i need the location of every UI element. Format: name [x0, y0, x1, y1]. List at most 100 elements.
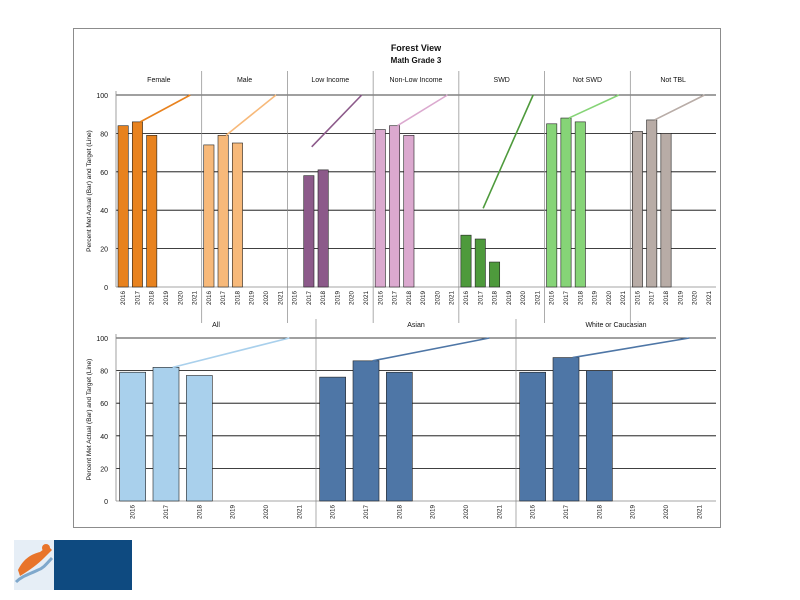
bar: [560, 117, 572, 288]
year-tick-label: 2016: [549, 291, 556, 306]
year-tick-label: 2018: [577, 291, 584, 306]
year-tick-label: 2020: [463, 505, 470, 520]
year-tick-label: 2018: [492, 291, 499, 306]
bar: [546, 123, 558, 288]
year-tick-label: 2017: [363, 505, 370, 520]
target-line: [172, 337, 290, 369]
y-tick-label: 20: [100, 247, 108, 254]
chart-frame: 0 20 40 60 80 100 Percent Met Actual (Bar) and…: [73, 28, 721, 528]
year-tick-label: 2020: [263, 291, 270, 306]
target-line: [139, 94, 191, 123]
year-tick-label: 2020: [349, 291, 356, 306]
year-tick-label: 2021: [449, 291, 456, 306]
year-tick-label: 2021: [706, 291, 713, 306]
year-tick-label: 2019: [163, 291, 170, 306]
year-tick-label: 2016: [330, 505, 337, 520]
target-line: [311, 94, 363, 148]
year-tick-label: 2017: [134, 291, 141, 306]
year-tick-label: 2019: [430, 505, 437, 520]
y-tick-label: 40: [100, 434, 108, 441]
bar: [586, 370, 613, 502]
bar: [519, 371, 546, 502]
year-tick-label: 2021: [296, 505, 303, 520]
year-tick-label: 2016: [292, 291, 299, 306]
year-tick-label: 2018: [406, 291, 413, 306]
year-tick-label: 2017: [649, 291, 656, 306]
y-tick-label: 80: [100, 131, 108, 138]
bar: [186, 375, 213, 502]
year-tick-label: 2017: [163, 505, 170, 520]
year-tick-label: 2016: [130, 505, 137, 520]
year-tick-label: 2016: [634, 291, 641, 306]
year-tick-label: 2019: [420, 291, 427, 306]
year-tick-label: 2018: [320, 291, 327, 306]
y-tick-label: 60: [100, 170, 108, 177]
year-tick-label: 2017: [477, 291, 484, 306]
district-logo-icon: [14, 540, 132, 590]
panel-label: Not SWD: [573, 77, 602, 84]
bar: [119, 371, 146, 502]
bar: [352, 360, 380, 502]
bar: [374, 129, 386, 288]
target-line: [482, 94, 534, 209]
y-tick-label: 80: [100, 369, 108, 376]
bar: [574, 121, 586, 288]
y-tick-label: 20: [100, 466, 108, 473]
year-tick-label: 2016: [206, 291, 213, 306]
year-tick-label: 2018: [196, 505, 203, 520]
year-tick-label: 2020: [606, 291, 613, 306]
y-tick-label: 0: [104, 499, 108, 506]
year-tick-label: 2019: [592, 291, 599, 306]
panel-label: Non-Low Income: [390, 77, 443, 84]
year-tick-label: 2019: [630, 505, 637, 520]
year-tick-label: 2020: [434, 291, 441, 306]
year-tick-label: 2018: [596, 505, 603, 520]
bar: [660, 133, 672, 288]
bar: [131, 121, 143, 288]
bar: [386, 371, 413, 502]
year-tick-label: 2020: [263, 505, 270, 520]
panel-label: Asian: [407, 322, 425, 329]
target-line: [372, 337, 490, 362]
year-tick-label: 2020: [692, 291, 699, 306]
panel-label: Male: [237, 77, 252, 84]
year-tick-label: 2021: [192, 291, 199, 306]
bar: [217, 135, 229, 288]
year-tick-label: 2019: [249, 291, 256, 306]
target-line: [572, 337, 690, 359]
y-tick-label: 100: [96, 336, 108, 343]
bar: [460, 234, 472, 288]
bar: [146, 135, 158, 288]
y-tick-label: 60: [100, 401, 108, 408]
year-tick-label: 2018: [234, 291, 241, 306]
year-tick-label: 2021: [277, 291, 284, 306]
chart-title: Forest View: [391, 43, 442, 53]
bar: [631, 131, 643, 288]
bar: [552, 357, 580, 502]
year-tick-label: 2018: [149, 291, 156, 306]
year-tick-label: 2018: [663, 291, 670, 306]
year-tick-label: 2017: [306, 291, 313, 306]
year-tick-label: 2021: [620, 291, 627, 306]
y-tick-label: 40: [100, 208, 108, 215]
target-line: [654, 94, 705, 121]
year-tick-label: 2017: [563, 505, 570, 520]
year-tick-label: 2020: [177, 291, 184, 306]
bar: [646, 119, 658, 288]
target-line: [568, 94, 620, 119]
year-tick-label: 2020: [520, 291, 527, 306]
year-tick-label: 2019: [230, 505, 237, 520]
year-tick-label: 2021: [534, 291, 541, 306]
y-axis-title: Percent Met Actual (Bar) and Target (Lin…: [86, 359, 93, 481]
year-tick-label: 2017: [220, 291, 227, 306]
panel-label: Not TBL: [660, 77, 686, 84]
bar: [303, 175, 315, 288]
target-line: [225, 94, 277, 136]
year-tick-label: 2017: [392, 291, 399, 306]
bar: [317, 169, 329, 288]
year-tick-label: 2016: [530, 505, 537, 520]
panel-label: Low Income: [311, 77, 349, 84]
year-tick-label: 2016: [377, 291, 384, 306]
year-tick-label: 2016: [120, 291, 127, 306]
panel-label: Female: [147, 77, 170, 84]
